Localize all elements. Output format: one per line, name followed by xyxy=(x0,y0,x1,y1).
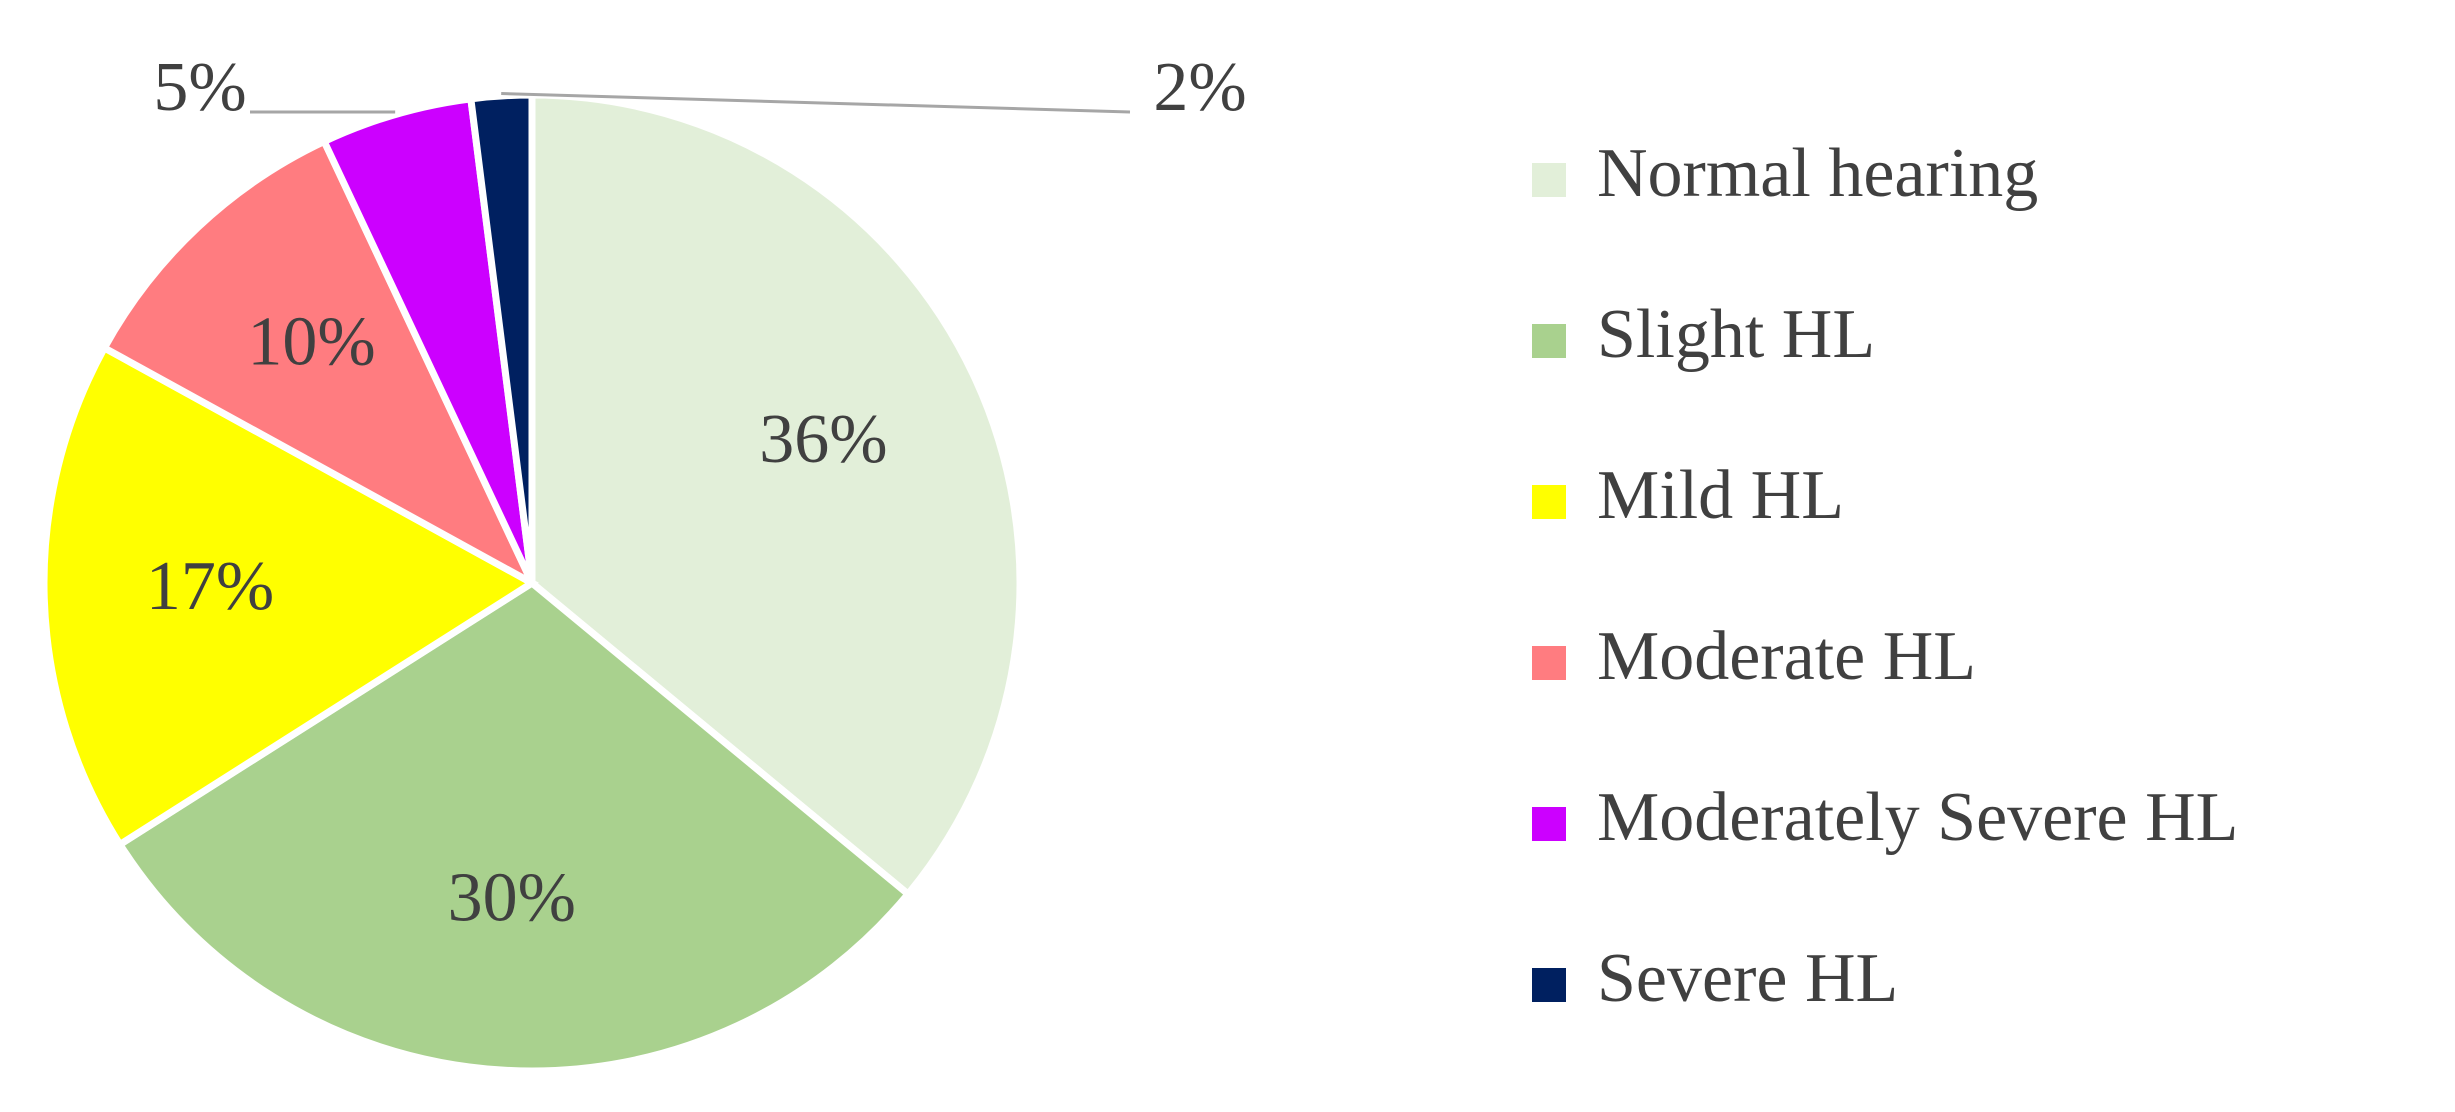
data-label: 17% xyxy=(146,548,274,625)
legend-swatch xyxy=(1532,324,1566,358)
data-label: 2% xyxy=(1153,49,1246,126)
pie-slice xyxy=(99,136,540,592)
data-label: 30% xyxy=(448,860,576,937)
legend-label: Mild HL xyxy=(1597,457,1844,534)
pie-slice xyxy=(528,91,1024,899)
data-label: 10% xyxy=(247,303,375,380)
legend-label: Moderately Severe HL xyxy=(1597,779,2238,856)
legend-swatch xyxy=(1532,646,1566,680)
leader-line xyxy=(501,92,1131,114)
data-label: 5% xyxy=(153,49,246,126)
pie-slice xyxy=(40,343,539,850)
legend-label: Slight HL xyxy=(1597,296,1875,373)
legend-swatch xyxy=(1532,485,1566,519)
legend-swatch xyxy=(1532,807,1566,841)
legend-label: Severe HL xyxy=(1597,940,1898,1017)
legend-label: Normal hearing xyxy=(1597,135,2038,212)
data-label: 36% xyxy=(759,401,887,478)
legend-swatch xyxy=(1532,163,1566,197)
legend-swatch xyxy=(1532,968,1566,1002)
pie-slice xyxy=(115,578,913,1075)
legend-label: Moderate HL xyxy=(1597,618,1976,695)
